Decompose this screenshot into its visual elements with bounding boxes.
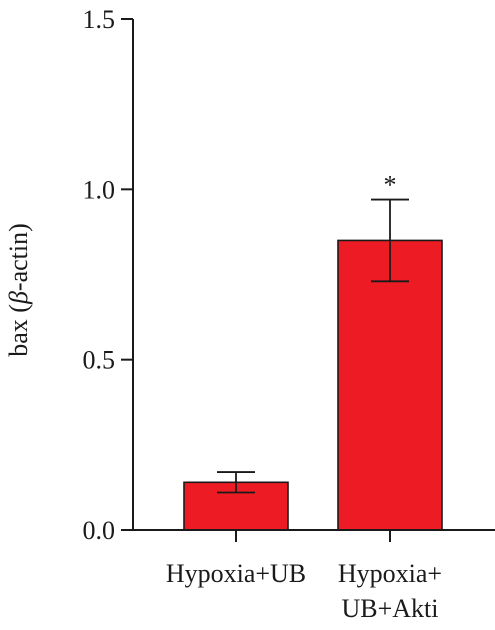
x-tick-label-line: Hypoxia+ (338, 559, 442, 588)
x-tick-label-line: Hypoxia+UB (166, 559, 306, 588)
significance-marker: * (384, 171, 397, 200)
y-tick-label: 1.5 (83, 5, 116, 34)
y-axis-title: bax (β-actin) (4, 223, 33, 357)
y-tick-label: 0.5 (83, 346, 116, 375)
y-tick-label: 0.0 (83, 516, 116, 545)
y-axis-title-symbol: β (4, 291, 33, 305)
y-axis-title-suffix: -actin) (4, 223, 33, 291)
plot-area: * 0.0 0.5 1.0 1.5 Hypoxia+UB Hypoxia+ UB+Akti (83, 5, 495, 623)
bar (337, 239, 443, 531)
x-tick-label: Hypoxia+UB (166, 559, 306, 588)
y-tick-label: 1.0 (83, 175, 116, 204)
x-tick-label-line: UB+Akti (341, 594, 438, 623)
x-tick-label: Hypoxia+ UB+Akti (338, 559, 442, 623)
y-axis-title-prefix: bax ( (4, 304, 33, 357)
